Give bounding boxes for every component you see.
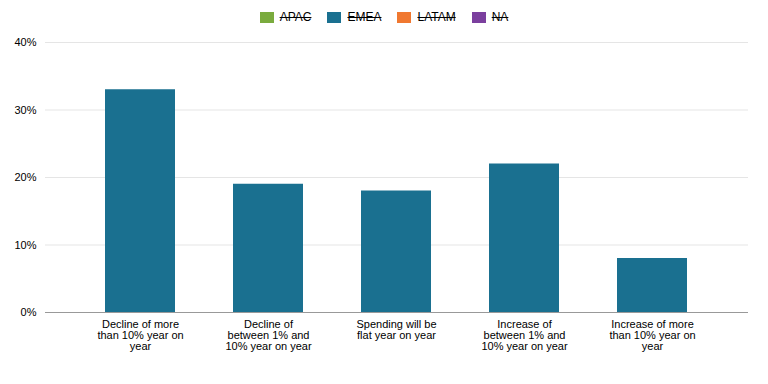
svg-text:Spending will beflat year on y: Spending will beflat year on year — [356, 318, 436, 341]
svg-text:Increase of morethan 10% year: Increase of morethan 10% year onyear — [609, 318, 695, 352]
html-text:EMEA: EMEA — [347, 10, 382, 24]
svg-text:Decline ofbetween 1% and10% ye: Decline ofbetween 1% and10% year on year — [225, 318, 312, 352]
svg-text:20%: 20% — [14, 171, 36, 183]
html-text:NA: NA — [491, 10, 509, 24]
svg-text:10%: 10% — [14, 239, 36, 251]
svg-text:Increase ofbetween 1% and10% y: Increase ofbetween 1% and10% year on yea… — [481, 318, 568, 352]
html-text:LATAM: LATAM — [417, 10, 456, 24]
svg-text:0%: 0% — [21, 306, 37, 318]
svg-text:Decline of morethan 10% year o: Decline of morethan 10% year onyear — [97, 318, 183, 352]
html-text:APAC: APAC — [279, 10, 312, 24]
svg-text:40%: 40% — [14, 36, 36, 48]
svg-text:30%: 30% — [14, 104, 36, 116]
